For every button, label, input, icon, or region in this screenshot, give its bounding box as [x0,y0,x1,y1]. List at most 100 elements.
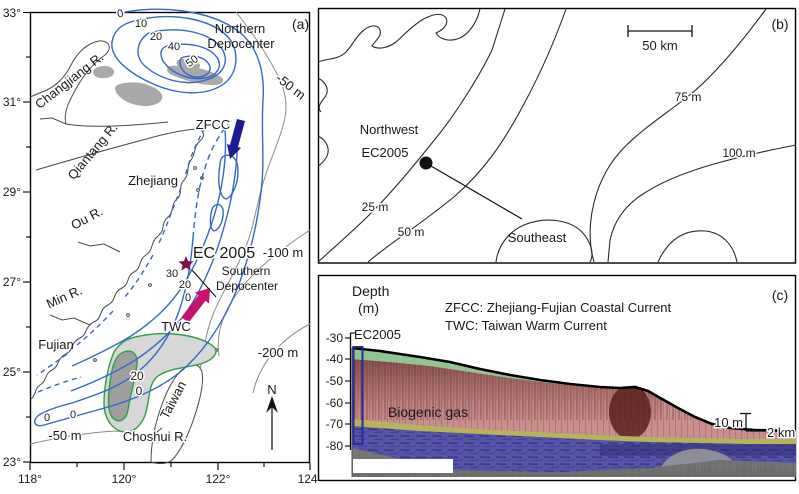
choshui-depocenter [103,332,217,433]
depth-axis-title: Depth [352,283,389,299]
isopach-label-10: 10 [135,18,147,30]
x-tick-120: 120° [112,472,137,486]
ou-river-line [77,241,121,253]
x-tick-122: 122° [206,472,231,486]
contour-25m [317,8,506,263]
panel-b-contours [317,8,797,263]
panel-a-axis-ticks [23,11,311,470]
depth-tick-60: -60 [326,396,344,410]
x-tick-124: 124° [298,472,323,486]
site-label-a: EC 2005 [193,245,255,262]
dark-gas-blob [609,385,651,439]
isopach-contours [34,8,265,427]
isobath-lines [29,11,311,445]
isobath-50m-sw-label: -50 m [48,428,81,443]
legend-zfcc: ZFCC: Zhejiang-Fujian Coastal Current [445,300,672,315]
contour-100m [607,144,797,263]
seafloor-line [351,346,797,433]
y-tick-23: 23° [3,455,21,469]
contour-75m [589,8,767,263]
panel-a-axis-labels: 33° 31° 29° 27° 25° 23° 118° 120° 122° 1… [3,6,323,486]
zfcc-arrow [227,119,245,159]
green-label-20: 20 [130,369,144,383]
isopach-label-40: 40 [168,41,180,53]
y-tick-29: 29° [3,185,21,199]
twc-label: TWC [161,319,191,334]
site-dot [419,156,433,170]
x-tick-118: 118° [18,472,42,486]
scale-bar-b [627,25,693,37]
depth-axis-units: (m) [358,300,379,316]
isopach-label-20n: 20 [150,31,162,43]
changjiang-river-line [39,117,67,125]
isopach-label-20s: 20 [179,279,191,291]
contour-25m-label: 25 m [362,200,389,214]
shoal-patches [93,58,224,107]
taiwan-island-outline [150,364,203,465]
scale-bars-c [740,412,765,432]
contour-75m-label: 75 m [675,90,702,104]
depth-axis: -30 -40 -50 -60 -70 -80 Depth (m) [326,283,390,453]
zfcc-label: ZFCC [196,117,231,132]
profile-white-patch [353,459,453,473]
isobath-100m-label: -100 m [263,245,303,260]
panel-a-map: 33° 31° 29° 27° 25° 23° 118° 120° 122° 1… [3,6,323,486]
isopach-label-0n: 0 [116,8,124,21]
isopach-value-labels: 0 10 20 40 50 30 20 0 0 0 [42,6,202,425]
choshui-river-line [151,427,163,437]
depth-tick-30: -30 [326,331,344,345]
north-label: N [267,382,276,397]
green-value-labels: 20 0 [129,368,146,400]
northwest-label: Northwest [360,122,419,137]
panel-b-coastline [317,8,481,168]
depth-tick-70: -70 [326,417,344,431]
northern-depocenter-line2: Depocenter [207,36,275,51]
isobath-200m-label: -200 m [258,345,298,360]
y-tick-31: 31° [3,95,21,109]
depth-tick-50: -50 [326,374,344,388]
panel-c-tag: (c) [772,287,788,303]
scale-bar-b-label: 50 km [642,38,677,53]
y-tick-25: 25° [3,365,21,379]
panel-b-tag: (b) [771,16,788,32]
contour-100m-label: 100 m [722,146,755,160]
isopach-label-0sw2: 0 [70,409,76,421]
layer-yellow [352,419,796,444]
y-tick-27: 27° [3,275,21,289]
zhejiang-label: Zhejiang [128,173,178,188]
y-tick-33: 33° [3,6,21,20]
site-star-icon [178,256,194,271]
panel-a-tag: (a) [292,16,309,32]
choshui-river-label: Choshui R. [123,429,187,444]
depth-tick-40: -40 [326,352,344,366]
site-label-c: EC2005 [354,327,401,342]
depth-tick-80: -80 [326,439,344,453]
transect-line [430,165,523,220]
southern-depocenter-line1: Southern [222,264,271,278]
legend-twc: TWC: Taiwan Warm Current [445,318,607,333]
contour-bump [657,230,738,263]
southeast-label: Southeast [508,230,567,245]
isopach-label-0sw1: 0 [44,412,50,424]
green-label-0: 0 [136,384,143,398]
contour-50m-label: 50 m [398,225,425,239]
core-outline [352,346,364,445]
scale-horizontal-label: 2 km [767,425,795,440]
contour-50m [367,8,567,263]
panel-c-profile: -30 -40 -50 -60 -70 -80 Depth (m) 10 m 2… [317,274,797,482]
min-river-line [49,314,91,326]
southern-depocenter-line2: Depocenter [216,279,278,293]
contour-southeast-loop [495,219,593,263]
scale-vertical-label: 10 m [714,415,743,430]
site-leader-line [191,269,217,298]
panel-b-map: 50 km (b) Northwest EC2005 Southeast 25 … [317,7,797,264]
northern-depocenter-line1: Northern [215,21,266,36]
isopach-label-30: 30 [166,268,178,280]
fujian-label: Fujian [38,337,73,352]
layer-green [352,348,605,388]
north-arrow-icon [266,396,278,450]
isopach-label-0s: 0 [185,292,191,304]
twc-arrow [181,288,210,323]
